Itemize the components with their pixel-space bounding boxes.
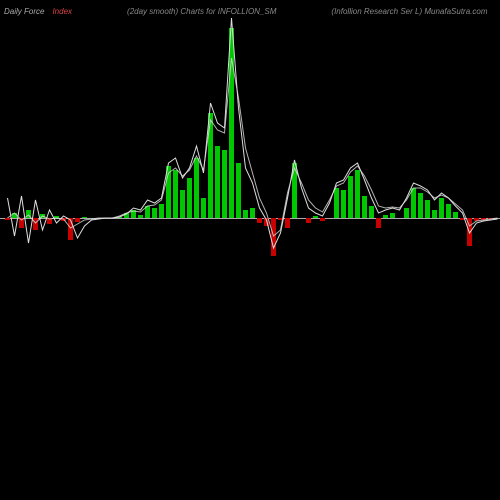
chart-svg — [0, 18, 500, 488]
bar — [180, 190, 185, 218]
bar — [453, 212, 458, 218]
bar — [390, 213, 395, 218]
title-right: (Infollion Research Ser L) MunafaSutra.c… — [331, 7, 487, 16]
bar — [376, 218, 381, 228]
bar — [355, 170, 360, 218]
bar — [425, 200, 430, 218]
title-mid: (2day smooth) Charts for INFOLLION_SM — [127, 7, 276, 16]
bar — [404, 208, 409, 218]
bar — [369, 206, 374, 218]
bar — [152, 208, 157, 218]
bar — [75, 218, 80, 222]
bar — [173, 170, 178, 218]
bar — [411, 188, 416, 218]
bar — [383, 215, 388, 218]
bar — [306, 218, 311, 223]
bar — [250, 208, 255, 218]
bar — [320, 218, 325, 221]
bar — [208, 113, 213, 218]
bar — [229, 28, 234, 218]
bar — [313, 216, 318, 218]
bar — [257, 218, 262, 223]
bar — [341, 190, 346, 218]
bar — [243, 210, 248, 218]
bar — [236, 163, 241, 218]
bar — [201, 198, 206, 218]
bar — [159, 204, 164, 218]
bar — [194, 158, 199, 218]
bar — [432, 210, 437, 218]
bar — [82, 217, 87, 218]
bar — [222, 150, 227, 218]
bar — [215, 146, 220, 218]
bar — [362, 196, 367, 218]
bar — [418, 193, 423, 218]
bar — [33, 218, 38, 230]
bar — [138, 215, 143, 218]
bar — [439, 198, 444, 218]
bar — [5, 218, 10, 220]
chart-header: Daily Force Index (2day smooth) Charts f… — [0, 4, 500, 18]
bar — [285, 218, 290, 228]
force-index-chart — [0, 18, 500, 488]
bar — [348, 176, 353, 218]
bar — [446, 204, 451, 218]
title-daily-force: Daily Force — [4, 7, 44, 16]
bar — [334, 188, 339, 218]
bars-group — [5, 28, 493, 256]
bar — [187, 178, 192, 218]
title-index: Index — [52, 7, 72, 16]
bar — [271, 218, 276, 256]
